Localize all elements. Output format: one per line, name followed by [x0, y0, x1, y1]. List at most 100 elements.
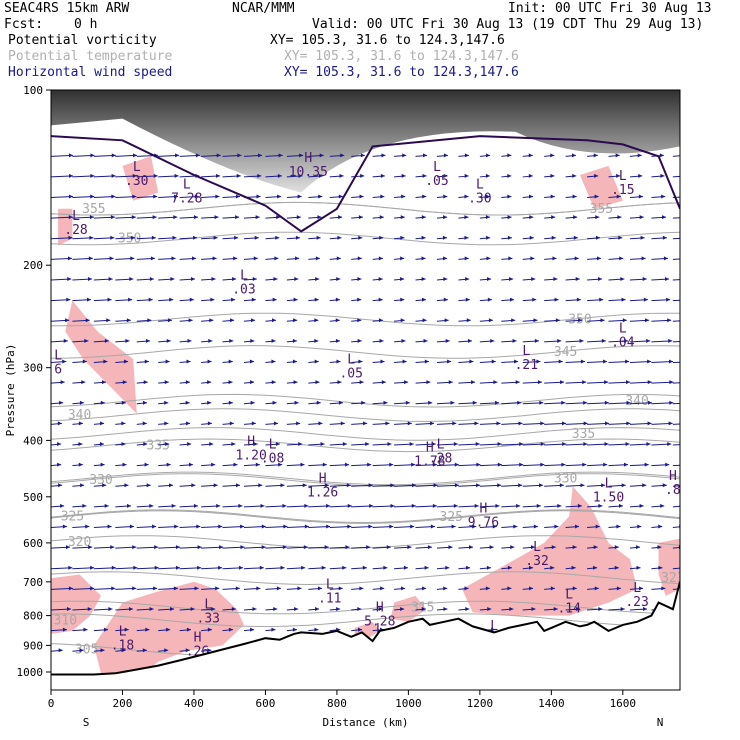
- wind-arrowhead: [621, 483, 626, 488]
- wind-arrowhead: [345, 462, 350, 467]
- wind-arrowhead: [379, 235, 384, 240]
- wind-arrowhead: [644, 462, 649, 467]
- wind-arrowhead: [515, 380, 520, 385]
- wind-arrowhead: [450, 400, 455, 405]
- wind-arrowhead: [690, 339, 694, 343]
- wind-arrowhead: [430, 524, 435, 529]
- extremum-type-label: H: [480, 501, 488, 516]
- x-tick-label: 1000: [395, 697, 422, 710]
- wind-arrowhead: [424, 565, 429, 570]
- wind-arrowhead: [576, 297, 581, 302]
- wind-arrowhead: [314, 318, 319, 323]
- wind-arrowhead: [131, 235, 136, 240]
- wind-arrowhead: [593, 545, 598, 550]
- wind-arrowhead: [626, 421, 631, 426]
- wind-arrowhead: [89, 215, 94, 220]
- wind-arrowhead: [411, 503, 416, 508]
- extremum-value-label: .32: [525, 554, 548, 569]
- wind-arrowhead: [212, 256, 217, 261]
- wind-arrowhead: [464, 153, 469, 158]
- wind-arrowhead: [575, 277, 580, 282]
- wind-arrowhead: [507, 173, 512, 178]
- wind-arrowhead: [88, 277, 93, 282]
- extremum-type-label: L: [119, 625, 127, 640]
- wind-arrowhead: [219, 545, 224, 550]
- wind-arrowhead: [122, 462, 127, 467]
- wind-arrowhead: [531, 606, 536, 611]
- wind-arrowhead: [143, 441, 148, 446]
- wind-arrowhead: [214, 215, 219, 220]
- wind-arrowhead: [690, 648, 694, 652]
- wind-arrowhead: [593, 565, 598, 570]
- wind-arrowhead: [195, 153, 200, 158]
- wind-arrowhead: [185, 648, 190, 653]
- extremum-type-label: L: [433, 160, 441, 175]
- theta-contour-line: [51, 571, 680, 586]
- wind-arrowhead: [668, 359, 673, 364]
- wind-arrowhead: [86, 297, 91, 302]
- wind-arrowhead: [474, 503, 479, 508]
- theta-contour-label: 355: [590, 202, 613, 217]
- wind-arrowhead: [362, 565, 367, 570]
- extremum-value-label: 9.76: [468, 515, 499, 530]
- wind-arrowhead: [583, 421, 588, 426]
- wind-arrowhead: [169, 297, 174, 302]
- wind-arrowhead: [208, 338, 213, 343]
- wind-arrowhead: [466, 565, 471, 570]
- wind-arrowhead: [82, 503, 87, 508]
- wind-arrowhead: [691, 360, 695, 364]
- wind-arrowhead: [532, 297, 537, 302]
- wind-arrowhead: [62, 524, 67, 529]
- wind-arrowhead: [207, 400, 212, 405]
- wind-arrowhead: [404, 380, 409, 385]
- wind-arrowhead: [562, 441, 567, 446]
- wind-arrowhead: [132, 194, 137, 199]
- wind-arrowhead: [647, 400, 652, 405]
- wind-arrowhead: [215, 586, 220, 591]
- wind-arrowhead: [405, 400, 410, 405]
- wind-arrowhead: [601, 338, 606, 343]
- wind-arrowhead: [512, 338, 517, 343]
- theta-contour-line: [51, 509, 680, 524]
- wind-vector: [672, 299, 680, 302]
- wind-arrowhead: [90, 173, 95, 178]
- wind-arrowhead: [657, 545, 662, 550]
- wind-arrowhead: [85, 524, 90, 529]
- wind-arrowhead: [240, 545, 245, 550]
- wind-arrowhead: [603, 359, 608, 364]
- wind-arrowhead: [218, 565, 223, 570]
- wind-arrowhead: [622, 318, 627, 323]
- wind-arrowhead: [65, 318, 70, 323]
- wind-arrowhead: [517, 400, 522, 405]
- wind-vector: [672, 361, 680, 364]
- wind-arrowhead: [579, 338, 584, 343]
- wind-arrowhead: [167, 318, 172, 323]
- wind-arrowhead: [380, 586, 385, 591]
- wind-arrowhead: [154, 545, 159, 550]
- wind-arrowhead: [486, 235, 491, 240]
- wind-arrowhead: [164, 648, 169, 653]
- wind-arrowhead: [326, 524, 331, 529]
- wind-arrowhead: [100, 400, 105, 405]
- wind-arrowhead: [614, 565, 619, 570]
- wind-arrowhead: [668, 421, 673, 426]
- wind-arrowhead: [278, 462, 283, 467]
- wind-arrowhead: [297, 586, 302, 591]
- wind-arrowhead: [235, 194, 240, 199]
- theta-contour-line: [51, 231, 680, 246]
- wind-arrowhead: [80, 483, 85, 488]
- wind-arrowhead: [238, 503, 243, 508]
- wind-arrowhead: [529, 586, 534, 591]
- wind-arrowhead: [271, 338, 276, 343]
- wind-arrowhead: [533, 318, 538, 323]
- wind-arrowhead: [103, 359, 108, 364]
- wind-arrowhead: [669, 380, 674, 385]
- wind-arrowhead: [422, 173, 427, 178]
- wind-arrowhead: [665, 462, 670, 467]
- wind-arrowhead: [495, 400, 500, 405]
- wind-arrowhead: [78, 462, 83, 467]
- field-name-wind: Horizontal wind speed: [8, 65, 173, 80]
- wind-arrowhead: [572, 173, 577, 178]
- x-tick-label: 1200: [467, 697, 494, 710]
- wind-arrowhead: [321, 565, 326, 570]
